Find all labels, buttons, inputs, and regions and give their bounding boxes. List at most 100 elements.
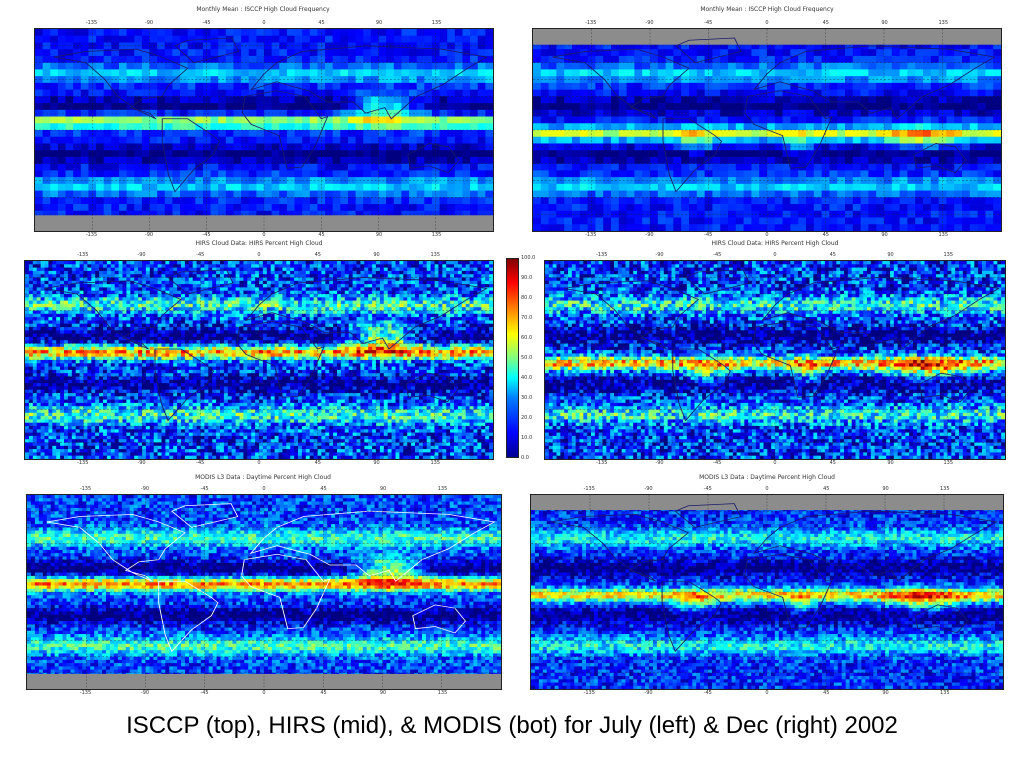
lon-tick-label: -45	[704, 486, 712, 492]
coastline	[154, 348, 215, 422]
lon-tick-label: -135	[86, 20, 97, 26]
coastline	[244, 277, 488, 350]
lon-tick-label: 0	[765, 232, 768, 238]
lon-tick-label: -45	[200, 486, 208, 492]
lon-tick-label: -135	[585, 20, 596, 26]
coastline	[913, 143, 967, 174]
lon-tick-label: 0	[262, 20, 265, 26]
colorbar-label: 40.0	[521, 375, 532, 381]
cloud-frequency-map	[533, 29, 1001, 231]
coastline	[171, 503, 239, 528]
lon-tick-label: 90	[887, 252, 893, 258]
coastline	[174, 37, 240, 64]
lon-tick-label: 0	[773, 252, 776, 258]
lon-tick-label: -135	[86, 232, 97, 238]
colorbar-label: 20.0	[521, 415, 532, 421]
lon-tick-label: 90	[380, 690, 386, 696]
coastline	[752, 510, 998, 582]
lon-tick-label: 135	[432, 232, 442, 238]
map-hirs-dec	[544, 260, 1006, 460]
lon-tick-label: 0	[765, 486, 768, 492]
lon-ticks-bottom: -135 -90 -45 0 45 90 135	[532, 232, 1002, 240]
cloud-frequency-map	[25, 261, 493, 459]
lon-tick-label: 135	[438, 690, 448, 696]
slide-caption: ISCCP (top), HIRS (mid), & MODIS (bot) f…	[0, 712, 1024, 740]
lon-tick-label: 90	[882, 690, 888, 696]
lon-tick-label: -90	[145, 232, 153, 238]
panel-title: HIRS Cloud Data: HIRS Percent High Cloud	[16, 240, 502, 247]
lon-tick-label: -45	[200, 690, 208, 696]
coastline	[672, 348, 731, 422]
lon-tick-label: 45	[320, 486, 326, 492]
lon-tick-label: 0	[765, 690, 768, 696]
lon-tick-label: -90	[645, 232, 653, 238]
coastline	[241, 90, 329, 169]
lon-tick-label: 90	[881, 232, 887, 238]
coastline	[662, 118, 723, 193]
panel-isccp-july: Monthly Mean : ISCCP High Cloud Frequenc…	[24, 6, 502, 238]
lon-tick-label: -90	[141, 690, 149, 696]
map-isccp-july	[34, 28, 494, 232]
lon-tick-label: 0	[262, 486, 265, 492]
colorbar-label: 70.0	[521, 315, 532, 321]
panel-title: MODIS L3 Data : Daytime Percent High Clo…	[520, 474, 1014, 481]
colorbar-label: 80.0	[521, 295, 532, 301]
missing-data-band	[27, 673, 501, 689]
lon-tick-label: 0	[773, 460, 776, 466]
lon-ticks-top: -135 -90 -45 0 45 90 135	[544, 252, 1006, 260]
lon-tick-label: 135	[940, 486, 950, 492]
coastline	[675, 37, 742, 64]
coastline	[161, 118, 220, 193]
lon-tick-label: 0	[257, 252, 260, 258]
coastline	[407, 143, 460, 174]
colorbar-label: 30.0	[521, 395, 532, 401]
lon-tick-label: -45	[196, 252, 204, 258]
lon-tick-label: -45	[713, 460, 721, 466]
coastline	[744, 90, 833, 169]
lon-tick-label: 45	[823, 486, 829, 492]
panel-isccp-dec: Monthly Mean : ISCCP High Cloud Frequenc…	[522, 6, 1012, 238]
lon-tick-label: -135	[584, 690, 595, 696]
panel-title: Monthly Mean : ISCCP High Cloud Frequenc…	[24, 6, 502, 13]
lon-tick-label: 90	[376, 232, 382, 238]
colorbar-label: 0.0	[521, 455, 529, 461]
coastline	[412, 604, 467, 634]
panel-title: MODIS L3 Data : Daytime Percent High Clo…	[16, 474, 510, 481]
lon-tick-label: 0	[262, 232, 265, 238]
panel-title: Monthly Mean : ISCCP High Cloud Frequenc…	[522, 6, 1012, 13]
lon-tick-label: -135	[77, 460, 88, 466]
lon-tick-label: -135	[80, 690, 91, 696]
lon-tick-label: -90	[644, 486, 652, 492]
coastline	[167, 269, 234, 295]
map-modis-dec	[530, 494, 1004, 690]
lon-tick-label: 90	[373, 252, 379, 258]
lon-ticks-top: -135 -90 -45 0 45 90 135	[26, 486, 502, 494]
cloud-frequency-map	[35, 29, 493, 231]
lon-ticks-bottom: -135 -90 -45 0 45 90 135	[544, 460, 1006, 468]
panel-title: HIRS Cloud Data: HIRS Percent High Cloud	[536, 240, 1014, 247]
map-isccp-dec	[532, 28, 1002, 232]
lon-tick-label: -135	[596, 252, 607, 258]
colorbar	[506, 258, 519, 458]
panel-modis-dec: MODIS L3 Data : Daytime Percent High Clo…	[520, 474, 1014, 700]
lon-ticks-top: -135 -90 -45 0 45 90 135	[530, 486, 1004, 494]
lon-tick-label: 135	[938, 20, 948, 26]
lon-tick-label: 45	[318, 20, 324, 26]
lon-tick-label: 135	[432, 20, 442, 26]
coastline	[661, 580, 722, 653]
lon-ticks-bottom: -135 -90 -45 0 45 90 135	[24, 460, 494, 468]
lon-tick-label: -90	[655, 460, 663, 466]
lon-tick-label: 135	[438, 486, 448, 492]
lon-tick-label: -45	[713, 252, 721, 258]
lon-tick-label: 45	[830, 460, 836, 466]
map-hirs-july	[24, 260, 494, 460]
lon-tick-label: 90	[376, 20, 382, 26]
lon-tick-label: 45	[320, 690, 326, 696]
lon-tick-label: -45	[202, 20, 210, 26]
lon-tick-label: 135	[943, 460, 953, 466]
lon-tick-label: -45	[196, 460, 204, 466]
coastline	[914, 604, 969, 634]
coastline	[752, 45, 996, 120]
lon-tick-label: -135	[77, 252, 88, 258]
lon-tick-label: 135	[938, 232, 948, 238]
